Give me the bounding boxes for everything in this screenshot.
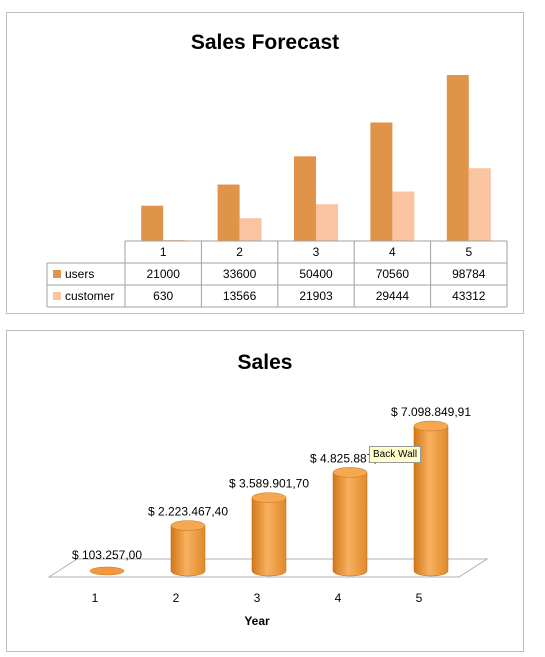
table-cell-users-5: 98784 [452, 267, 486, 281]
cylinder-body [251, 497, 287, 577]
cylinder-top [251, 492, 287, 503]
legend-label-customer: customer [65, 289, 114, 303]
bar-customer-1 [163, 239, 186, 241]
table-header-2: 2 [236, 245, 243, 259]
sales-chart[interactable]: Sales $ 103.257,00 $ 2.223.467,40 $ 3.589.… [6, 330, 524, 652]
cylinder-top [170, 520, 206, 531]
cylinder-body [413, 425, 449, 577]
table-header-3: 3 [313, 245, 320, 259]
chart-title: Sales Forecast [190, 31, 340, 54]
bar-users-5 [446, 75, 469, 241]
table-header-4: 4 [389, 245, 396, 259]
bar-users-3 [294, 156, 316, 241]
sales-forecast-plot: 1 2 3 4 5 users 21000 33600 50400 70560 98784 custo… [46, 75, 508, 308]
bar-customer-3 [316, 204, 338, 241]
cylinder-top [332, 467, 368, 478]
data-label-2: $ 2.223.467,40 [148, 505, 228, 519]
chart-title: Sales [237, 351, 293, 374]
legend-key-customer [53, 292, 61, 300]
table-cell-customer-1: 630 [153, 289, 173, 303]
back-wall-tooltip: Back Wall [369, 446, 422, 463]
bar-customer-2 [239, 218, 262, 241]
bar-users-4 [370, 122, 393, 241]
table-cell-users-1: 21000 [147, 267, 181, 281]
table-cell-customer-3: 21903 [299, 289, 333, 303]
cylinder-top [89, 566, 125, 576]
data-label-3: $ 3.589.901,70 [229, 477, 309, 491]
sales-3d-plot: $ 103.257,00 $ 2.223.467,40$ 3.589.901,70… [47, 405, 489, 628]
cylinder-3 [251, 492, 287, 577]
x-tick-label-1: 1 [92, 591, 99, 605]
cylinder-1 [89, 566, 125, 576]
bar-users-2 [217, 184, 240, 241]
bar-users-1 [141, 205, 164, 241]
x-tick-label-4: 4 [335, 591, 342, 605]
cylinder-body [332, 472, 368, 577]
cylinder-5 [413, 420, 449, 577]
legend-key-users [53, 270, 61, 278]
cylinder-body [170, 525, 206, 577]
x-axis-title: Year [244, 614, 270, 628]
table-cell-customer-4: 29444 [376, 289, 410, 303]
cylinder-4 [332, 467, 368, 577]
data-table: 1 2 3 4 5 users 21000 33600 50400 70560 98784 custo… [46, 240, 508, 308]
table-cell-customer-5: 43312 [452, 289, 486, 303]
cylinder-2 [170, 520, 206, 577]
bar-customer-5 [468, 168, 491, 241]
bar-customer-4 [392, 191, 415, 241]
table-cell-customer-2: 13566 [223, 289, 257, 303]
x-tick-label-2: 2 [173, 591, 180, 605]
table-header-1: 1 [160, 245, 167, 259]
data-label-5: $ 7.098.849,91 [391, 405, 471, 419]
x-tick-label-5: 5 [416, 591, 423, 605]
table-header-5: 5 [465, 245, 472, 259]
data-label-1: $ 103.257,00 [72, 548, 142, 562]
x-tick-label-3: 3 [254, 591, 261, 605]
cylinder-top [413, 420, 449, 432]
table-cell-users-2: 33600 [223, 267, 257, 281]
sales-forecast-chart[interactable]: Sales Forecast 1 2 3 4 5 users 21000 33600 50400… [6, 12, 524, 314]
table-cell-users-3: 50400 [299, 267, 333, 281]
legend-label-users: users [65, 267, 94, 281]
table-cell-users-4: 70560 [376, 267, 410, 281]
